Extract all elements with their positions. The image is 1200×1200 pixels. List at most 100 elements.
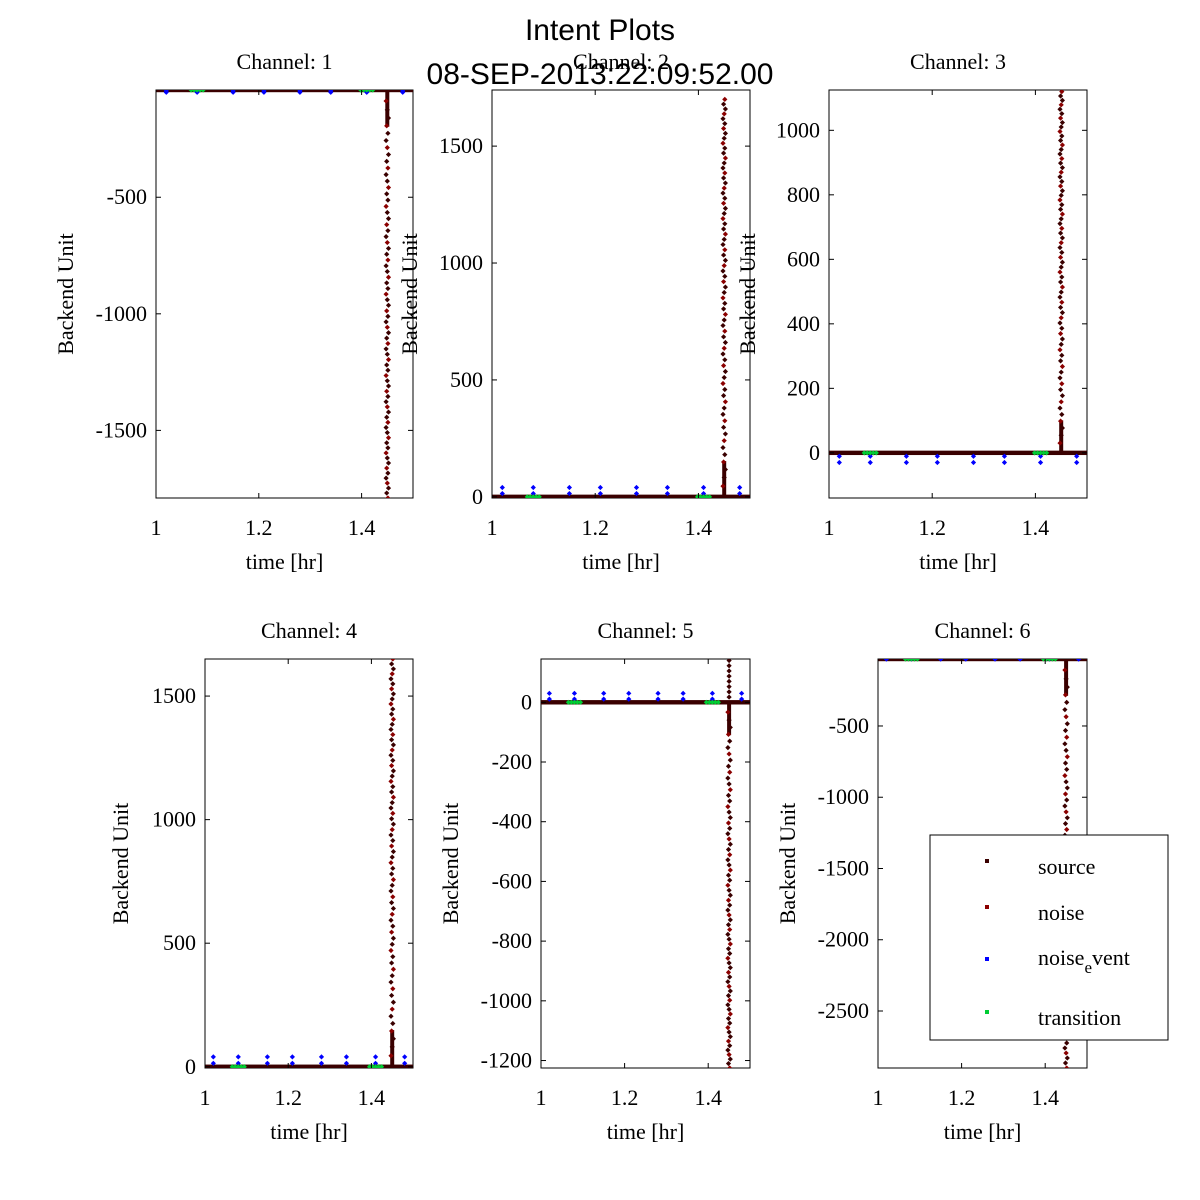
source-spike-point (388, 752, 394, 758)
source-spike-point (726, 1052, 732, 1058)
y-tick-label: -1500 (96, 417, 147, 442)
source-spike-point (1059, 133, 1065, 139)
source-spike-point (1064, 721, 1070, 727)
source-spike-point (721, 289, 727, 296)
legend-label-noise-event: noiseevent (1038, 945, 1130, 977)
source-spike-point (720, 190, 726, 196)
source-spike-point (389, 711, 395, 717)
x-tick-label: 1.4 (1031, 1085, 1059, 1110)
source-spike-point (722, 205, 728, 212)
transition-point (1031, 450, 1038, 456)
source-spike-point (1059, 411, 1065, 418)
source-spike-point (390, 877, 396, 883)
source-spike-point (726, 960, 732, 966)
source-spike-point (722, 121, 728, 127)
x-tick-label: 1.2 (581, 515, 609, 540)
y-tick-label: -1000 (818, 784, 869, 809)
noise-event-point (597, 484, 603, 491)
source-spike-point (1062, 1045, 1068, 1051)
source-spike-point (725, 882, 731, 888)
noise-event-point (210, 1060, 216, 1066)
source-spike-point (720, 241, 726, 248)
source-spike-point (390, 905, 396, 912)
source-spike-point (388, 805, 394, 811)
source-spike-point (1059, 119, 1065, 126)
noise-event-point (1076, 659, 1082, 662)
source-spike-point (385, 383, 392, 389)
source-spike-point (1064, 815, 1070, 821)
source-spike-point (389, 686, 395, 692)
source-spike-point (390, 742, 396, 748)
source-spike-point (1058, 124, 1064, 130)
noise-event-point (739, 696, 745, 702)
transition-point (870, 450, 876, 456)
noise-event-point (546, 690, 552, 696)
figure-title: Intent Plots (525, 14, 675, 47)
source-spike-point (1059, 202, 1065, 208)
subplot-title: Channel: 4 (261, 618, 357, 643)
source-spike-point (721, 438, 727, 444)
x-axis-label: time [hr] (944, 1119, 1022, 1144)
source-spike-point (727, 917, 733, 923)
y-tick-label: -600 (492, 868, 532, 893)
y-tick-label: -1500 (818, 855, 869, 880)
source-spike-point (1063, 1050, 1069, 1056)
source-spike-point (726, 887, 732, 893)
y-tick-label: -2000 (818, 927, 869, 952)
source-spike-point-up (726, 689, 732, 695)
source-spike-point (1059, 165, 1065, 171)
noise-event-point (700, 490, 707, 497)
source-spike-point (385, 409, 392, 415)
source-spike-point (722, 145, 728, 151)
source-spike-point (389, 800, 395, 806)
source-spike-point (1059, 274, 1065, 280)
source-spike-point (385, 257, 391, 263)
source-spike-point (1059, 111, 1065, 117)
transition-point (571, 699, 578, 705)
y-tick-label: -2500 (818, 998, 869, 1023)
source-spike-point (390, 894, 396, 900)
source-spike-point (390, 810, 396, 816)
source-spike-point (384, 145, 390, 151)
source-spike-point (383, 399, 389, 405)
source-spike-point (722, 466, 728, 473)
source-spike-point (1059, 325, 1065, 331)
noise-event-point (737, 484, 743, 491)
x-tick-label: 1.4 (685, 515, 713, 540)
y-tick-label: 800 (787, 182, 820, 207)
source-spike-point (385, 285, 391, 292)
source-spike-point (725, 792, 732, 799)
source-spike-point (727, 852, 733, 858)
source-spike-point (720, 322, 726, 329)
source-spike-point (388, 1013, 394, 1019)
source-spike-point (383, 319, 389, 325)
noise-event-point (655, 696, 661, 702)
x-tick-label: 1.2 (948, 1085, 976, 1110)
source-spike-point (1063, 747, 1069, 753)
noise-event-point (402, 1054, 408, 1060)
y-tick-label: 0 (185, 1054, 196, 1079)
source-series-band (829, 450, 1087, 456)
source-spike-point (1059, 352, 1065, 358)
source-spike-point (389, 721, 395, 727)
source-spike-point (383, 291, 389, 297)
noise-event-point (633, 490, 640, 497)
source-spike-point (1059, 188, 1065, 194)
noise-event-point (499, 490, 505, 497)
source-spike-point (725, 1015, 732, 1022)
source-spike-point (727, 974, 733, 980)
source-spike-point (722, 399, 728, 405)
transition-point (577, 699, 584, 705)
noise-event-point (1074, 459, 1080, 466)
transition-point (241, 1064, 247, 1068)
source-spike-point (720, 140, 726, 146)
source-spike-point (384, 335, 390, 341)
source-spike-point (721, 263, 727, 269)
source-spike-point (721, 345, 727, 351)
legend-label-noise-event-rest: vent (1092, 945, 1130, 970)
y-tick-label: 1500 (152, 683, 196, 708)
source-spike-point (1057, 106, 1063, 112)
source-spike-point (725, 907, 731, 913)
source-spike-point-up (726, 694, 732, 700)
source-spike-point (721, 111, 727, 117)
